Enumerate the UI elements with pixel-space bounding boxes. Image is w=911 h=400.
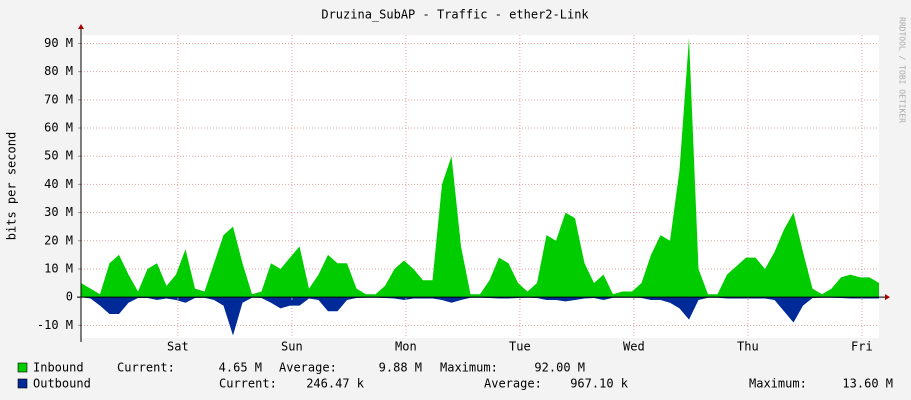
legend-stat-value: 4.65 M bbox=[219, 361, 262, 375]
y-tick-label: 60 M bbox=[44, 121, 73, 135]
legend-stat-label: Current: bbox=[117, 361, 175, 375]
y-tick-label: 80 M bbox=[44, 64, 73, 78]
y-tick-label: 20 M bbox=[44, 233, 73, 247]
y-tick-label: 10 M bbox=[44, 261, 73, 275]
x-axis-arrow bbox=[885, 294, 890, 301]
legend-swatch bbox=[17, 362, 28, 373]
chart-title: Druzina_SubAP - Traffic - ether2-Link bbox=[321, 8, 589, 22]
y-tick-label: 70 M bbox=[44, 92, 73, 106]
legend-stat-value: 92.00 M bbox=[534, 361, 585, 375]
y-tick-label: 50 M bbox=[44, 149, 73, 163]
area bbox=[81, 37, 879, 298]
legend-stat-value: 9.88 M bbox=[379, 361, 422, 375]
y-axis-label: bits per second bbox=[5, 132, 19, 240]
x-tick-label: Mon bbox=[395, 340, 417, 354]
x-tick-label: Sun bbox=[281, 340, 303, 354]
x-tick-label: Fri bbox=[851, 340, 873, 354]
y-tick-label: 30 M bbox=[44, 205, 73, 219]
legend-stat-label: Average: bbox=[484, 377, 542, 391]
y-tick-label: 90 M bbox=[44, 36, 73, 50]
legend-stat-label: Maximum: bbox=[749, 377, 807, 391]
legend: Inbound Current: 4.65 M Average: 9.88 M Maxim… bbox=[17, 361, 893, 391]
legend-stat-label: Current: bbox=[219, 377, 277, 391]
legend-stat-value: 967.10 k bbox=[570, 377, 629, 391]
legend-stat-value: 246.47 k bbox=[306, 377, 365, 391]
axes: -10 M 0 10 M 20 M 30 M 40 M 50 M 60 M 70 M 80 M 90… bbox=[37, 24, 890, 354]
legend-label: Outbound bbox=[33, 377, 91, 391]
watermark: RRDTOOL / TOBI OETIKER bbox=[898, 17, 907, 123]
x-tick-label: Tue bbox=[509, 340, 531, 354]
y-tick-label: 0 bbox=[66, 290, 73, 304]
legend-stat-value: 13.60 M bbox=[842, 377, 893, 391]
legend-stat-label: Average: bbox=[279, 361, 337, 375]
legend-stat-label: Maximum: bbox=[440, 361, 498, 375]
x-tick-label: Wed bbox=[623, 340, 645, 354]
y-tick-label: -10 M bbox=[37, 318, 73, 332]
x-tick-label: Sat bbox=[167, 340, 189, 354]
x-tick-label: Thu bbox=[737, 340, 759, 354]
y-axis-arrow bbox=[78, 24, 84, 29]
marks bbox=[81, 37, 879, 336]
y-tick-label: 40 M bbox=[44, 177, 73, 191]
area bbox=[81, 297, 879, 336]
legend-swatch bbox=[17, 378, 28, 389]
legend-label: Inbound bbox=[33, 361, 84, 375]
